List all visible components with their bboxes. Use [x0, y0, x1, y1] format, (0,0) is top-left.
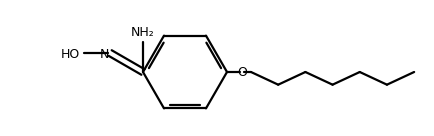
Text: HO: HO — [61, 47, 80, 61]
Text: N: N — [99, 47, 109, 61]
Text: O: O — [237, 67, 247, 80]
Text: NH₂: NH₂ — [131, 26, 155, 39]
